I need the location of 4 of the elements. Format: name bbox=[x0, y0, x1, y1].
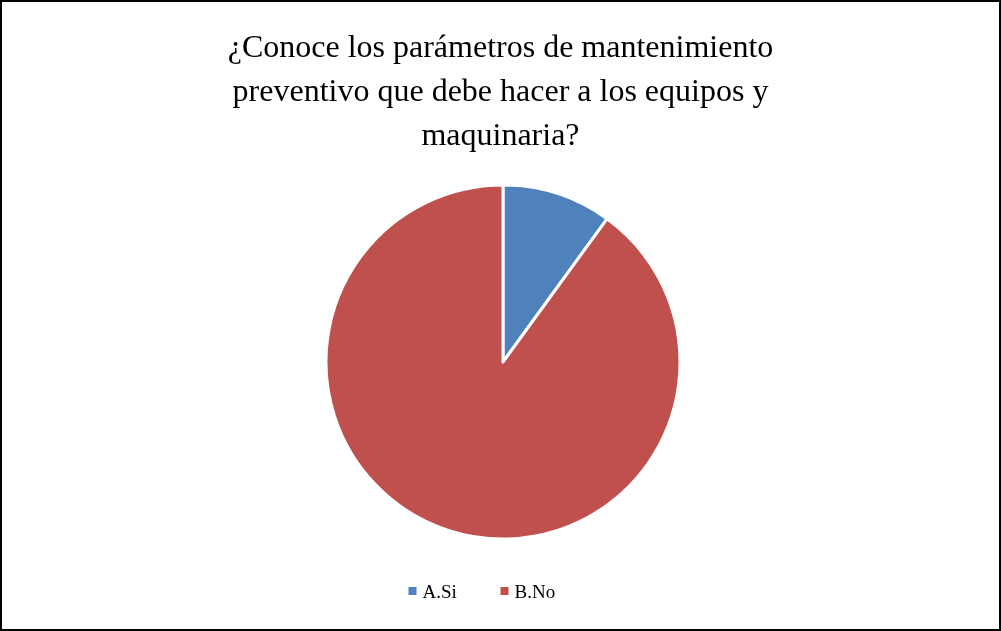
legend-label: A.Si bbox=[422, 581, 457, 602]
legend-label: B.No bbox=[514, 581, 556, 602]
chart-title: ¿Conoce los parámetros de mantenimiento preventivo que debe hacer a los equipos y maquinaria? bbox=[227, 28, 774, 152]
pie-slice bbox=[324, 183, 682, 541]
